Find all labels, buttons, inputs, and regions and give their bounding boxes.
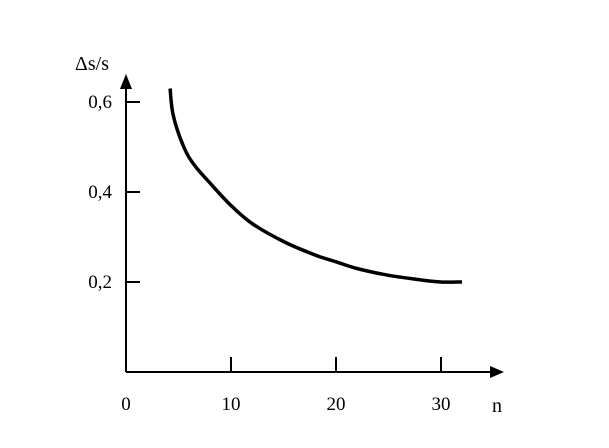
x-axis-title: n (492, 395, 502, 417)
axes (120, 74, 504, 378)
y-tick-label: 0,4 (88, 182, 112, 203)
y-axis-title: Δs/s (75, 53, 109, 75)
x-tick-label: 30 (432, 394, 451, 415)
x-tick-label: 10 (222, 394, 241, 415)
y-ticks: 0,2 0,4 0,6 (88, 92, 140, 293)
y-tick-label: 0,6 (88, 92, 112, 113)
origin-label: 0 (121, 394, 131, 415)
series-line (168, 88, 463, 284)
x-ticks: 10 20 30 (222, 357, 451, 415)
y-tick-label: 0,2 (88, 272, 112, 293)
y-axis-arrow (120, 74, 132, 89)
x-axis-arrow (490, 366, 504, 378)
x-tick-label: 20 (327, 394, 346, 415)
